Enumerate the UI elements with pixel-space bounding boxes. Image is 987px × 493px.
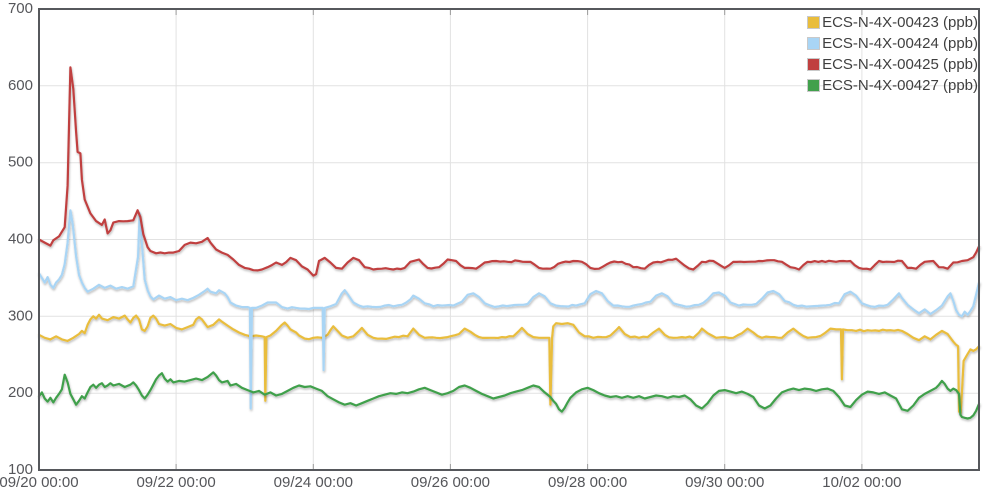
x-axis-tick-label: 09/22 00:00 — [136, 474, 215, 491]
plot-frame — [38, 8, 980, 471]
x-axis-tick-label: 09/20 00:00 — [0, 474, 79, 491]
y-axis-tick-label: 400 — [8, 231, 33, 248]
legend-swatch-icon — [807, 79, 821, 92]
y-axis-tick-label: 600 — [8, 77, 33, 94]
legend-item-ecs-n-4x-00427[interactable]: ECS-N-4X-00427 (ppb) — [807, 75, 978, 96]
legend-swatch-icon — [807, 58, 821, 71]
legend-item-ecs-n-4x-00423[interactable]: ECS-N-4X-00423 (ppb) — [807, 12, 978, 33]
y-axis-tick-label: 700 — [8, 0, 33, 17]
legend-label: ECS-N-4X-00427 (ppb) — [822, 77, 978, 94]
x-axis-tick-label: 09/24 00:00 — [274, 474, 353, 491]
y-axis-tick-label: 100 — [8, 461, 33, 478]
legend: ECS-N-4X-00423 (ppb) ECS-N-4X-00424 (ppb… — [807, 12, 978, 96]
legend-label: ECS-N-4X-00423 (ppb) — [822, 14, 978, 31]
legend-item-ecs-n-4x-00425[interactable]: ECS-N-4X-00425 (ppb) — [807, 54, 978, 75]
legend-item-ecs-n-4x-00424[interactable]: ECS-N-4X-00424 (ppb) — [807, 33, 978, 54]
legend-label: ECS-N-4X-00425 (ppb) — [822, 56, 978, 73]
legend-swatch-icon — [807, 37, 821, 50]
x-axis-tick-label: 09/26 00:00 — [411, 474, 490, 491]
y-axis-tick-label: 500 — [8, 154, 33, 171]
legend-swatch-icon — [807, 16, 821, 29]
series-lines — [37, 66, 981, 420]
series-line-ecs-n-4x-00425[interactable] — [37, 66, 981, 277]
series-line-ecs-n-4x-00424[interactable] — [37, 209, 981, 410]
series-line-ecs-n-4x-00427[interactable] — [37, 371, 981, 420]
y-axis-tick-label: 300 — [8, 307, 33, 324]
plot-border — [38, 8, 980, 471]
x-axis-tick-label: 09/30 00:00 — [685, 474, 764, 491]
legend-label: ECS-N-4X-00424 (ppb) — [822, 35, 978, 52]
x-axis-tick-label: 10/02 00:00 — [822, 474, 901, 491]
x-axis-tick-label: 09/28 00:00 — [548, 474, 627, 491]
y-axis-tick-label: 200 — [8, 384, 33, 401]
series-line-ecs-n-4x-00423[interactable] — [37, 313, 981, 415]
